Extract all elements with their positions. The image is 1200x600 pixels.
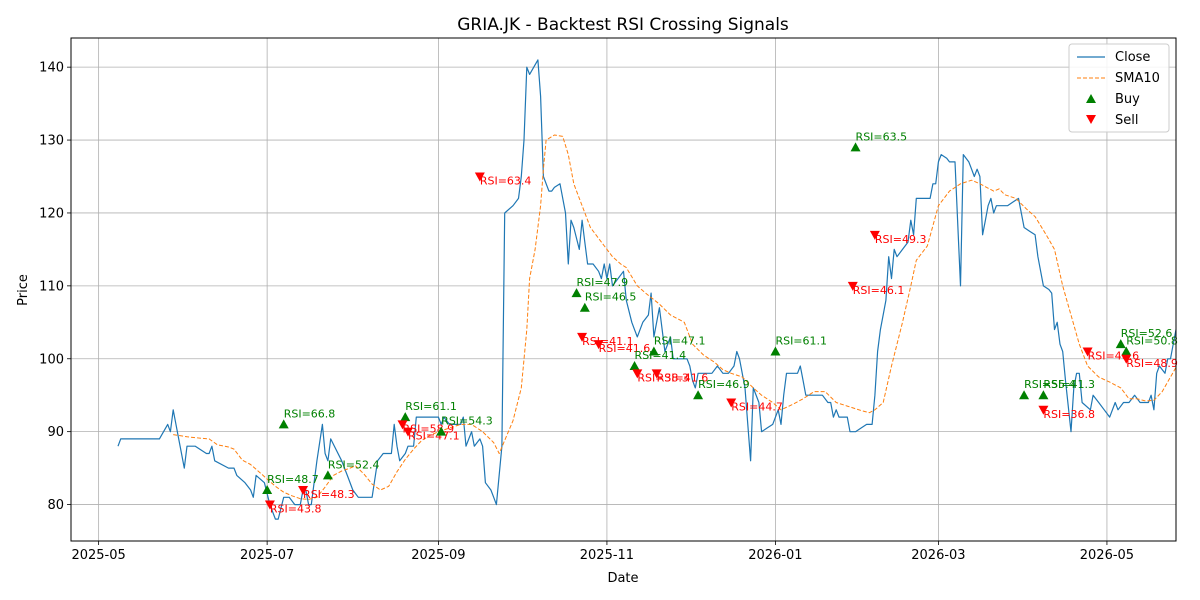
plot-area: RSI=48.7 RSI=43.8 RSI=66.8 RSI=48.3 RSI=52.4… <box>117 59 1178 520</box>
axes-frame <box>70 37 1177 542</box>
sell-signal-marker <box>1082 347 1093 357</box>
buy-signal-label: RSI=47.9 <box>577 276 629 289</box>
x-tick-label: 2026-03 <box>911 548 965 563</box>
sell-signal-label: RSI=46.1 <box>853 284 905 297</box>
legend-buy-marker <box>1086 94 1096 103</box>
sell-signal-label: RSI=41.1 <box>582 335 634 348</box>
y-tick-label: 130 <box>39 134 64 149</box>
sma10-series-line <box>173 134 1176 500</box>
sell-signal-marker <box>264 500 275 510</box>
sell-signal-label: RSI=63.4 <box>480 175 532 188</box>
legend: Close SMA10 Buy Sell <box>1068 43 1170 133</box>
legend-box <box>1068 43 1170 133</box>
sell-signal-label: RSI=41.6 <box>657 371 709 384</box>
y-axis-ticks: 80 90 100 110 120 130 140 <box>39 61 71 513</box>
y-tick-label: 100 <box>39 352 64 367</box>
sell-signal-marker <box>593 340 604 350</box>
buy-signal-marker <box>1115 339 1126 349</box>
close-series-line <box>117 59 1176 520</box>
y-tick-label: 80 <box>47 498 64 513</box>
sell-signal-label: RSI=47.1 <box>408 430 460 443</box>
buy-signal-label: RSI=66.8 <box>284 407 336 420</box>
sell-signal-label: RSI=44.7 <box>731 400 783 413</box>
buy-signal-label: RSI=48.7 <box>267 473 319 486</box>
sell-signal-marker <box>651 369 662 379</box>
sell-signal-marker <box>403 427 414 437</box>
buy-signal-label: RSI=63.5 <box>856 130 908 143</box>
sell-signal-marker <box>847 281 858 291</box>
grid-lines <box>71 38 1176 541</box>
sell-signal-marker <box>1038 405 1049 415</box>
chart-title: GRIA.JK - Backtest RSI Crossing Signals <box>457 15 789 35</box>
x-tick-label: 2026-01 <box>748 548 802 563</box>
buy-signal-marker <box>322 470 333 480</box>
buy-signal-label: RSI=54.3 <box>441 415 493 428</box>
y-axis-label: Price <box>16 274 31 306</box>
buy-signal-marker <box>400 412 411 422</box>
sell-signal-marker <box>474 172 485 182</box>
buy-signal-marker <box>1019 390 1030 400</box>
sell-signal-label: RSI=49.3 <box>875 233 927 246</box>
x-tick-label: 2026-05 <box>1080 548 1134 563</box>
x-tick-label: 2025-09 <box>411 548 465 563</box>
legend-sell-marker <box>1086 115 1096 124</box>
sell-signal-label: RSI=43.8 <box>270 503 322 516</box>
sell-signal-marker <box>397 420 408 430</box>
sell-signal-marker <box>1121 354 1132 364</box>
y-tick-label: 140 <box>39 61 64 76</box>
sell-signal-label: RSI=36.8 <box>1043 408 1095 421</box>
x-tick-label: 2025-05 <box>71 548 125 563</box>
y-tick-label: 110 <box>39 279 64 294</box>
buy-signal-marker <box>436 426 447 436</box>
legend-buy-label: Buy <box>1115 92 1140 107</box>
x-tick-label: 2025-11 <box>580 548 634 563</box>
buy-signal-marker <box>278 419 289 429</box>
buy-signal-label: RSI=41.4 <box>635 349 687 362</box>
legend-close-label: Close <box>1115 50 1150 65</box>
buy-signal-marker <box>850 142 861 152</box>
sell-signal-marker <box>298 485 309 495</box>
buy-signal-marker <box>571 288 582 298</box>
buy-signal-marker <box>579 302 590 312</box>
buy-signal-marker <box>693 390 704 400</box>
buy-signal-label: RSI=61.1 <box>775 334 827 347</box>
buy-signal-label: RSI=47.1 <box>654 334 706 347</box>
buy-signal-label: RSI=61.1 <box>405 400 457 413</box>
sell-signal-label: RSI=38.3 <box>637 371 689 384</box>
sell-signal-marker <box>869 230 880 240</box>
sell-signal-marker <box>726 398 737 408</box>
buy-signal-label: RSI=52.6 <box>1121 327 1173 340</box>
buy-signal-marker <box>1038 390 1049 400</box>
buy-signal-marker <box>770 346 781 356</box>
buy-signal-label: RSI=50.8 <box>1126 334 1178 347</box>
y-tick-label: 120 <box>39 206 64 221</box>
legend-sma-label: SMA10 <box>1115 71 1160 86</box>
sell-signal-marker <box>577 332 588 342</box>
sell-signal-marker <box>632 369 643 379</box>
buy-signal-marker <box>1121 346 1132 356</box>
legend-sell-label: Sell <box>1115 113 1138 128</box>
buy-signal-label: RSI=41.3 <box>1043 378 1095 391</box>
buy-signal-marker <box>648 346 659 356</box>
x-axis-label: Date <box>607 571 638 586</box>
buy-signal-label: RSI=52.4 <box>328 458 380 471</box>
buy-signal-marker <box>629 361 640 371</box>
x-tick-label: 2025-07 <box>240 548 294 563</box>
buy-signal-label: RSI=55.4 <box>1024 378 1076 391</box>
buy-signal-label: RSI=46.9 <box>698 378 750 391</box>
sell-signal-label: RSI=48.3 <box>303 488 355 501</box>
sell-signal-label: RSI=41.6 <box>599 342 651 355</box>
y-tick-label: 90 <box>47 425 64 440</box>
buy-signal-label: RSI=46.5 <box>585 291 637 304</box>
sell-signal-label: RSI=48.9 <box>1126 357 1178 370</box>
buy-signal-marker <box>262 484 273 494</box>
x-axis-ticks: 2025-05 2025-07 2025-09 2025-11 2026-01 2026-… <box>71 541 1134 563</box>
